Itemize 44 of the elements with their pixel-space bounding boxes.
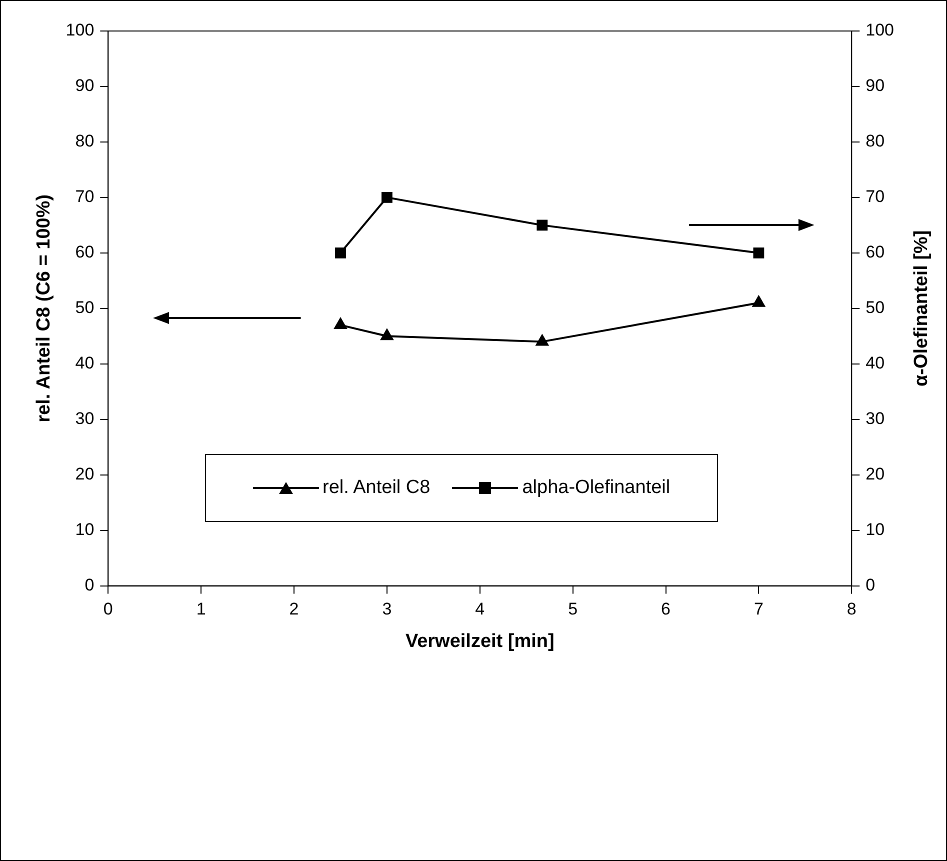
y2-axis-title: α-Olefinanteil [%] bbox=[911, 230, 932, 387]
x-tick-label: 7 bbox=[754, 600, 764, 619]
y2-tick-label: 80 bbox=[866, 132, 885, 151]
point bbox=[382, 192, 392, 203]
y-tick-label: 20 bbox=[75, 464, 94, 484]
y-tick-label: 80 bbox=[75, 132, 94, 151]
y2-tick-label: 10 bbox=[866, 520, 885, 540]
x-tick-label: 6 bbox=[661, 600, 671, 619]
y-tick-label: 100 bbox=[66, 20, 94, 40]
x-tick-label: 1 bbox=[196, 600, 206, 619]
x-tick-label: 5 bbox=[568, 600, 578, 619]
y-tick-label: 50 bbox=[75, 298, 94, 318]
y2-tick-label: 100 bbox=[866, 20, 894, 40]
point bbox=[536, 334, 549, 346]
x-tick-label: 0 bbox=[103, 600, 113, 619]
y2-tick-label: 70 bbox=[866, 187, 885, 206]
y-tick-label: 70 bbox=[75, 187, 94, 206]
y-tick-label: 40 bbox=[75, 354, 94, 373]
y-tick-label: 60 bbox=[75, 242, 94, 262]
point bbox=[380, 328, 394, 340]
x-tick-label: 2 bbox=[289, 600, 299, 619]
x-tick-label: 3 bbox=[382, 600, 392, 619]
y2-tick-label: 20 bbox=[866, 464, 885, 484]
y-tick-label: 90 bbox=[75, 76, 94, 96]
x-tick-label: 4 bbox=[475, 600, 485, 619]
x-tick-label: 8 bbox=[846, 600, 856, 619]
y2-tick-label: 90 bbox=[866, 76, 885, 96]
y-tick-label: 10 bbox=[75, 520, 94, 540]
point bbox=[752, 295, 766, 307]
point bbox=[335, 247, 346, 258]
y2-tick-label: 30 bbox=[866, 409, 885, 428]
y2-tick-label: 60 bbox=[866, 242, 885, 262]
legend-label: rel. Anteil C8 bbox=[322, 476, 430, 499]
legend-label: alpha-Olefinanteil bbox=[522, 476, 670, 499]
y-tick-label: 0 bbox=[84, 575, 94, 594]
point bbox=[753, 247, 764, 258]
y2-tick-label: 50 bbox=[866, 298, 885, 318]
y2-tick-label: 40 bbox=[866, 354, 885, 373]
y2-tick-label: 0 bbox=[866, 575, 876, 594]
x-axis-title: Verweilzeit [min] bbox=[405, 630, 554, 652]
point bbox=[536, 220, 548, 231]
y-axis-title: rel. Anteil C8 (C6 = 100%) bbox=[34, 194, 55, 422]
y-tick-label: 30 bbox=[75, 409, 94, 428]
point bbox=[334, 318, 348, 330]
